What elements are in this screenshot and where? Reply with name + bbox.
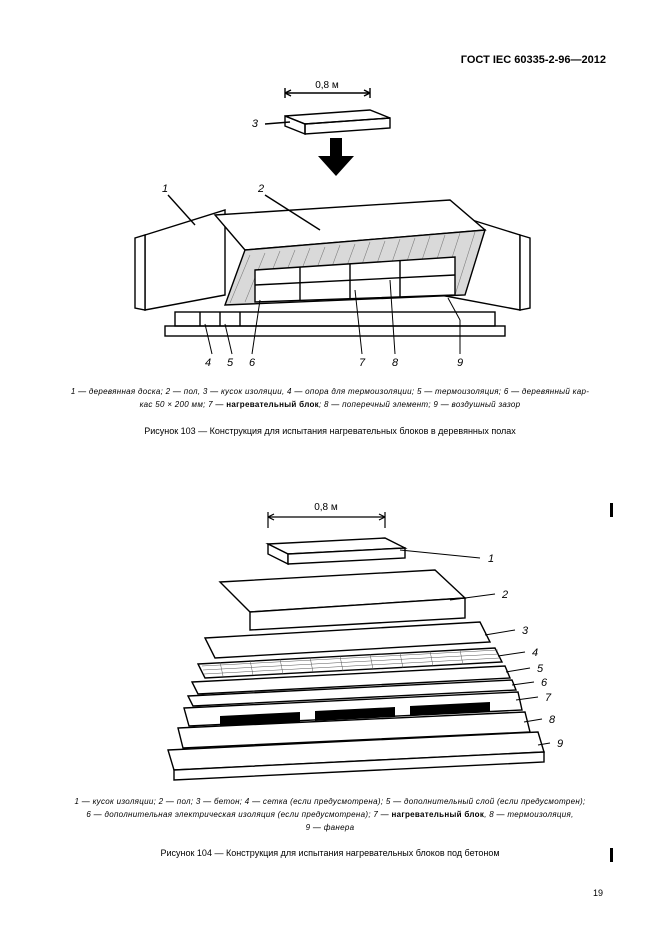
label-104-4: 4: [532, 647, 538, 659]
label-104-1: 1: [488, 553, 494, 565]
label-2: 2: [257, 183, 264, 195]
figure-103-caption: Рисунок 103 — Конструкция для испытания …: [55, 426, 605, 436]
figure-103-legend: 1 — деревянная доска; 2 — пол, 3 — кусок…: [55, 386, 605, 412]
dim-label-103: 0,8 м: [315, 80, 339, 91]
legend-103-bold: нагревательный блок: [226, 400, 319, 409]
label-104-6: 6: [541, 677, 548, 689]
label-7: 7: [359, 357, 366, 369]
legend-104-d: 9 — фанера: [306, 823, 355, 832]
document-standard-header: ГОСТ IEC 60335-2-96—2012: [461, 54, 606, 66]
page-number: 19: [593, 888, 603, 898]
label-104-3: 3: [522, 625, 529, 637]
label-9: 9: [457, 357, 463, 369]
legend-103-line1: 1 — деревянная доска; 2 — пол, 3 — кусок…: [71, 387, 589, 396]
legend-103-line2b: ; 8 — поперечный элемент; 9 — воздушный …: [319, 400, 520, 409]
dim-label-104: 0,8 м: [314, 502, 338, 513]
legend-103-line2a: кас 50 × 200 мм; 7 —: [140, 400, 227, 409]
revision-bar-2: [610, 848, 613, 862]
top-label-3: 3: [252, 118, 259, 130]
figure-103-svg: 0,8 м 3: [90, 80, 570, 380]
figure-104-caption: Рисунок 104 — Конструкция для испытания …: [55, 848, 605, 858]
label-4: 4: [205, 357, 211, 369]
legend-104-a: 1 — кусок изоляции; 2 — пол; 3 — бетон; …: [74, 797, 585, 806]
legend-104-c: , 8 — термоизоляция,: [484, 810, 573, 819]
revision-bar-1: [610, 503, 613, 517]
label-5: 5: [227, 357, 234, 369]
figure-103-container: 0,8 м 3: [55, 80, 605, 436]
legend-104-b: 6 — дополнительная электрическая изоляци…: [86, 810, 391, 819]
label-104-5: 5: [537, 663, 544, 675]
label-104-2: 2: [501, 589, 508, 601]
figure-104-container: 0,8 м: [55, 500, 605, 858]
label-6: 6: [249, 357, 256, 369]
label-104-7: 7: [545, 692, 552, 704]
label-8: 8: [392, 357, 399, 369]
figure-104-legend: 1 — кусок изоляции; 2 — пол; 3 — бетон; …: [55, 796, 605, 834]
legend-104-bold: нагревательный блок: [391, 810, 484, 819]
figure-104-svg: 0,8 м: [90, 500, 570, 790]
label-104-8: 8: [549, 714, 556, 726]
label-104-9: 9: [557, 738, 563, 750]
page: ГОСТ IEC 60335-2-96—2012 0,8 м 3: [0, 0, 661, 936]
label-1: 1: [162, 183, 168, 195]
